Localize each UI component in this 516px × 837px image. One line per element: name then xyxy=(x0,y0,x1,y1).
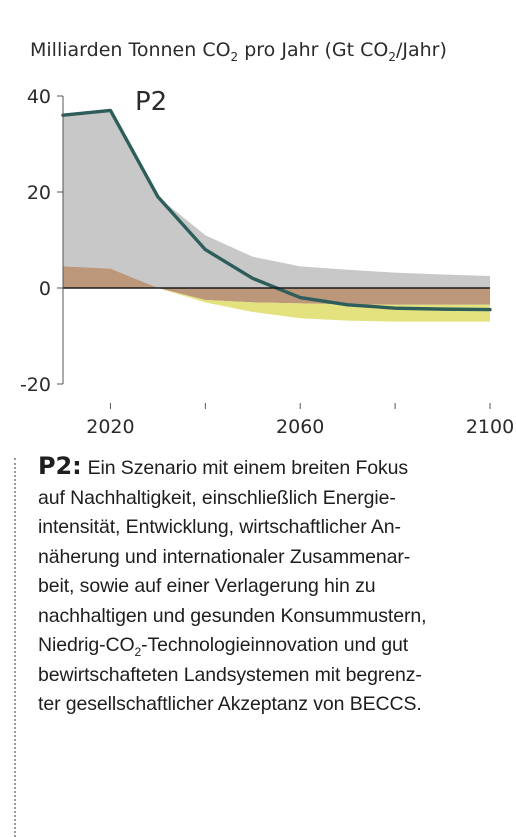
description-line-1: P2: Ein Szenario mit einem breiten Fokus xyxy=(38,452,409,480)
y-tick-label: -20 xyxy=(20,374,51,396)
description-line-4: näherung und internationaler Zusammenar- xyxy=(38,545,411,568)
gray-range-band xyxy=(63,110,490,289)
axes: -20 0 20 40 2020 2060 2100 xyxy=(20,86,514,438)
y-tick-label: 20 xyxy=(27,182,51,204)
description-line-2: auf Nachhaltigkeit, einschließlich Energ… xyxy=(38,486,396,509)
x-tick-label: 2020 xyxy=(86,416,134,438)
emissions-chart: Milliarden Tonnen CO2 pro Jahr (Gt CO2/J… xyxy=(20,39,514,438)
x-tick-label: 2100 xyxy=(466,416,514,438)
description-line-9: ter gesellschaftlicher Akzeptanz von BEC… xyxy=(38,693,422,715)
description-line-5: beit, sowie auf einer Verlagerung hin zu xyxy=(38,575,376,597)
description-lead: P2: xyxy=(38,452,82,480)
scenario-description: P2: Ein Szenario mit einem breiten Fokus … xyxy=(38,452,508,720)
brown-range-band xyxy=(63,266,490,305)
description-line-6: nachhaltigen und gesunden Konsummustern, xyxy=(38,604,427,627)
description-line-7: Niedrig-CO2-Technologieinnovation und gu… xyxy=(38,634,409,659)
y-tick-label: 40 xyxy=(27,86,51,108)
plot-area xyxy=(61,108,492,322)
y-tick-label: 0 xyxy=(39,278,51,300)
chart-title: P2 xyxy=(135,87,167,117)
description-line-3: intensität, Entwicklung, wirtschaftliche… xyxy=(38,516,401,538)
x-tick-label: 2060 xyxy=(276,416,324,438)
yellow-range-band xyxy=(63,288,490,322)
unit-label: Milliarden Tonnen CO2 pro Jahr (Gt CO2/J… xyxy=(30,39,447,64)
dotted-divider xyxy=(14,458,16,837)
description-line-8: bewirtschafteten Landsystemen mit begren… xyxy=(38,663,422,686)
